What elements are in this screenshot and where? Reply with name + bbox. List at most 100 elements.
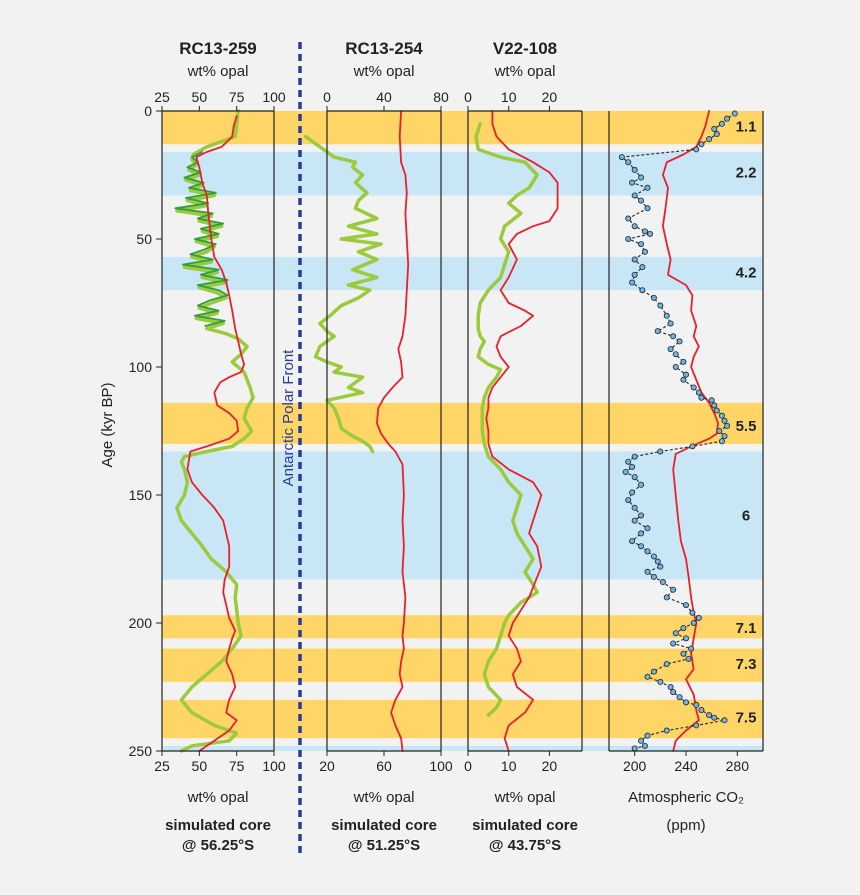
y-tick-label: 100 xyxy=(129,359,153,375)
co2-point xyxy=(731,110,738,117)
co2-point xyxy=(711,402,718,409)
co2-point xyxy=(638,543,645,550)
co2-point xyxy=(690,620,697,627)
co2-point xyxy=(644,548,651,555)
co2-point xyxy=(708,397,715,404)
stage-label: 1.1 xyxy=(736,118,757,135)
co2-point xyxy=(647,230,654,237)
co2-point xyxy=(629,489,636,496)
bottom-axis-label: wt% opal xyxy=(494,789,556,806)
co2-point xyxy=(698,707,705,714)
co2-point xyxy=(631,453,638,460)
bottom-tick-label: 200 xyxy=(623,758,647,774)
band-cold xyxy=(162,745,763,751)
top-axis-label: wt% opal xyxy=(494,63,556,80)
co2-point xyxy=(672,351,679,358)
bottom-tick-label: 20 xyxy=(319,758,335,774)
series-line-observed_hf xyxy=(174,151,229,327)
stage-label: 5.5 xyxy=(736,418,757,435)
bottom-axis-label: Atmospheric CO₂ xyxy=(628,789,744,806)
bottom-tick-label: 0 xyxy=(464,758,472,774)
co2-point xyxy=(631,504,638,511)
co2-point xyxy=(638,737,645,744)
panel-3: 0 10 20 0 10 20 V22-108 wt% opal wt% opal simulat… xyxy=(464,39,583,854)
top-axis-label: wt% opal xyxy=(187,63,249,80)
co2-point xyxy=(695,389,702,396)
co2-point xyxy=(644,673,651,680)
co2-point xyxy=(721,717,728,724)
stage-label: 7.5 xyxy=(736,710,757,727)
co2-point xyxy=(724,422,731,429)
series-line-observed xyxy=(474,122,539,717)
co2-point xyxy=(693,146,700,153)
co2-point xyxy=(663,727,670,734)
co2-point xyxy=(644,525,651,532)
bottom-tick-label: 100 xyxy=(429,758,453,774)
co2-point xyxy=(644,184,651,191)
caption-line-1: simulated core xyxy=(472,817,578,834)
series-line-simulated xyxy=(662,110,719,752)
top-tick-label: 80 xyxy=(433,89,449,105)
bottom-tick-label: 240 xyxy=(674,758,698,774)
y-tick-label: 0 xyxy=(144,103,152,119)
top-tick-label: 0 xyxy=(464,89,472,105)
co2-point xyxy=(631,474,638,481)
bottom-tick-label: 10 xyxy=(501,758,517,774)
co2-point xyxy=(650,294,657,301)
co2-point xyxy=(629,538,636,545)
co2-point xyxy=(713,131,720,138)
co2-point xyxy=(718,438,725,445)
series-line-simulated xyxy=(376,110,410,752)
co2-point xyxy=(672,630,679,637)
co2-point xyxy=(657,678,664,685)
co2-point xyxy=(689,443,696,450)
co2-point xyxy=(654,328,661,335)
co2-point xyxy=(638,530,645,537)
co2-point xyxy=(629,179,636,186)
co2-point xyxy=(683,699,690,706)
co2-point xyxy=(670,640,677,647)
co2-point xyxy=(659,579,666,586)
band-warm xyxy=(162,615,763,639)
co2-point xyxy=(657,448,664,455)
co2-point xyxy=(638,174,645,181)
co2-point xyxy=(667,320,674,327)
top-tick-label: 100 xyxy=(262,89,286,105)
bottom-tick-label: 50 xyxy=(192,758,208,774)
top-tick-label: 10 xyxy=(501,89,517,105)
band-warm xyxy=(162,111,763,145)
co2-point xyxy=(688,645,695,652)
co2-point xyxy=(711,125,718,132)
co2-point xyxy=(698,394,705,401)
caption-line-1: simulated core xyxy=(331,817,437,834)
co2-point xyxy=(650,553,657,560)
panel-2: 0 40 80 20 60 100 RC13-254 wt% opal wt% opal simu… xyxy=(303,39,453,854)
caption-line-1: (ppm) xyxy=(666,817,705,834)
co2-point xyxy=(663,312,670,319)
co2-point xyxy=(713,407,720,414)
top-tick-label: 40 xyxy=(376,89,392,105)
series-line-observed xyxy=(303,134,383,454)
co2-point xyxy=(724,115,731,122)
co2-point xyxy=(680,376,687,383)
co2-point xyxy=(693,722,700,729)
co2-point xyxy=(695,614,702,621)
stage-label: 6 xyxy=(742,507,750,524)
co2-point xyxy=(706,712,713,719)
co2-point xyxy=(625,497,632,504)
co2-point xyxy=(663,660,670,667)
co2-point xyxy=(644,568,651,575)
stage-label: 7.3 xyxy=(736,656,757,673)
co2-point xyxy=(641,248,648,255)
co2-point xyxy=(693,701,700,708)
co2-point xyxy=(638,241,645,248)
band-warm xyxy=(162,648,763,682)
co2-point xyxy=(680,358,687,365)
y-tick-label: 50 xyxy=(136,231,152,247)
co2-point xyxy=(638,512,645,519)
co2-point xyxy=(670,333,677,340)
panel-4: 200 240 280 Atmospheric CO₂ (ppm) xyxy=(608,110,764,834)
co2-point xyxy=(685,655,692,662)
co2-point xyxy=(631,192,638,199)
